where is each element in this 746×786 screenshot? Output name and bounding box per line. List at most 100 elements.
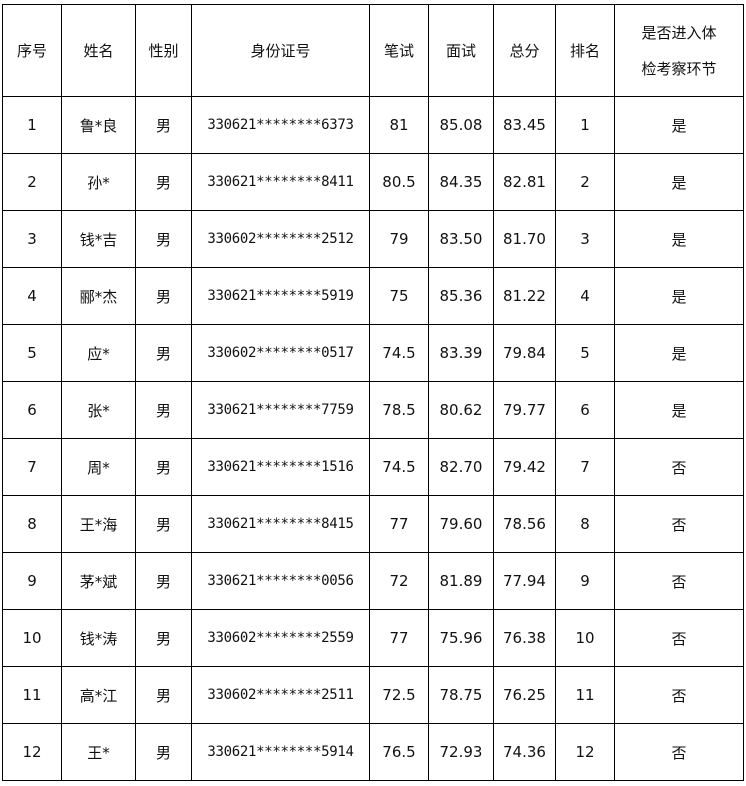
cell-id-number: 330602********2511 (191, 666, 370, 724)
cell-id-number: 330602********2559 (191, 609, 370, 667)
cell-index: 3 (2, 210, 62, 268)
cell-total: 78.56 (493, 495, 556, 553)
cell-index: 9 (2, 552, 62, 610)
cell-rank: 10 (555, 609, 615, 667)
cell-gender: 男 (135, 723, 192, 781)
cell-id-number: 330621********6373 (191, 96, 370, 154)
table-row: 1 鲁*良男 330621********6373 81 85.08 83.45 1 是 (2, 96, 744, 154)
cell-rank: 6 (555, 381, 615, 439)
cell-name: 周* (61, 438, 136, 496)
cell-total: 79.84 (493, 324, 556, 382)
cell-gender: 男 (135, 210, 192, 268)
cell-index: 8 (2, 495, 62, 553)
cell-total: 79.77 (493, 381, 556, 439)
cell-total: 82.81 (493, 153, 556, 211)
cell-gender: 男 (135, 153, 192, 211)
cell-interview: 80.62 (428, 381, 494, 439)
table-row: 7 周* 男 330621********1516 74.5 82.70 79.42 7 否 (2, 438, 744, 496)
cell-name: 张* (61, 381, 136, 439)
cell-name: 王* (61, 723, 136, 781)
table-row: 3 钱*吉男 330602********2512 79 83.50 81.70 3 是 (2, 210, 744, 268)
cell-index: 1 (2, 96, 62, 154)
table-row: 5 应* 男 330602********0517 74.5 83.39 79.84 5 是 (2, 324, 744, 382)
cell-total: 76.25 (493, 666, 556, 724)
cell-interview: 84.35 (428, 153, 494, 211)
cell-written: 75 (369, 267, 429, 325)
cell-index: 11 (2, 666, 62, 724)
cell-interview: 81.89 (428, 552, 494, 610)
header-index: 序号 (2, 4, 62, 97)
cell-gender: 男 (135, 324, 192, 382)
cell-interview: 78.75 (428, 666, 494, 724)
cell-id-number: 330621********8411 (191, 153, 370, 211)
cell-written: 78.5 (369, 381, 429, 439)
cell-index: 10 (2, 609, 62, 667)
header-rank: 排名 (555, 4, 615, 97)
header-total: 总分 (493, 4, 556, 97)
cell-gender: 男 (135, 438, 192, 496)
table-row: 9 茅*斌男 330621********0056 72 81.89 77.94 9 否 (2, 552, 744, 610)
cell-total: 76.38 (493, 609, 556, 667)
header-written: 笔试 (369, 4, 429, 97)
cell-advance: 否 (614, 666, 744, 724)
cell-index: 4 (2, 267, 62, 325)
cell-gender: 男 (135, 267, 192, 325)
cell-rank: 12 (555, 723, 615, 781)
header-advance-line2: 检考察环节 (641, 59, 717, 78)
table-row: 8 王*海男 330621********8415 77 79.60 78.56 8 否 (2, 495, 744, 553)
cell-name: 高*江 (61, 666, 136, 724)
header-id-number: 身份证号 (191, 4, 370, 97)
cell-written: 79 (369, 210, 429, 268)
cell-rank: 4 (555, 267, 615, 325)
cell-advance: 是 (614, 381, 744, 439)
cell-total: 81.70 (493, 210, 556, 268)
cell-interview: 72.93 (428, 723, 494, 781)
cell-interview: 75.96 (428, 609, 494, 667)
cell-id-number: 330621********8415 (191, 495, 370, 553)
header-advance: 是否进入体 检考察环节 (614, 4, 744, 97)
cell-total: 83.45 (493, 96, 556, 154)
cell-name: 鲁*良 (61, 96, 136, 154)
cell-rank: 3 (555, 210, 615, 268)
cell-name: 孙* (61, 153, 136, 211)
cell-gender: 男 (135, 552, 192, 610)
cell-index: 7 (2, 438, 62, 496)
cell-interview: 83.39 (428, 324, 494, 382)
cell-index: 5 (2, 324, 62, 382)
cell-interview: 79.60 (428, 495, 494, 553)
cell-name: 应* (61, 324, 136, 382)
cell-name: 茅*斌 (61, 552, 136, 610)
cell-advance: 否 (614, 723, 744, 781)
cell-name: 郦*杰 (61, 267, 136, 325)
cell-index: 6 (2, 381, 62, 439)
cell-rank: 1 (555, 96, 615, 154)
table-row: 6 张* 男 330621********7759 78.5 80.62 79.77 6 是 (2, 381, 744, 439)
table-row: 11 高*江男 330602********2511 72.5 78.75 76.25 11… (2, 666, 744, 724)
cell-advance: 是 (614, 324, 744, 382)
cell-index: 12 (2, 723, 62, 781)
cell-written: 80.5 (369, 153, 429, 211)
cell-name: 钱*吉 (61, 210, 136, 268)
cell-gender: 男 (135, 495, 192, 553)
cell-id-number: 330621********7759 (191, 381, 370, 439)
cell-index: 2 (2, 153, 62, 211)
cell-total: 74.36 (493, 723, 556, 781)
cell-id-number: 330621********0056 (191, 552, 370, 610)
cell-id-number: 330602********0517 (191, 324, 370, 382)
cell-advance: 是 (614, 153, 744, 211)
cell-interview: 83.50 (428, 210, 494, 268)
header-interview: 面试 (428, 4, 494, 97)
cell-interview: 85.36 (428, 267, 494, 325)
header-name: 姓名 (61, 4, 136, 97)
cell-written: 74.5 (369, 324, 429, 382)
cell-rank: 7 (555, 438, 615, 496)
cell-written: 77 (369, 495, 429, 553)
header-gender: 性别 (135, 4, 192, 97)
cell-interview: 85.08 (428, 96, 494, 154)
cell-advance: 否 (614, 552, 744, 610)
cell-rank: 2 (555, 153, 615, 211)
cell-id-number: 330621********1516 (191, 438, 370, 496)
cell-written: 77 (369, 609, 429, 667)
cell-advance: 是 (614, 210, 744, 268)
cell-advance: 是 (614, 96, 744, 154)
